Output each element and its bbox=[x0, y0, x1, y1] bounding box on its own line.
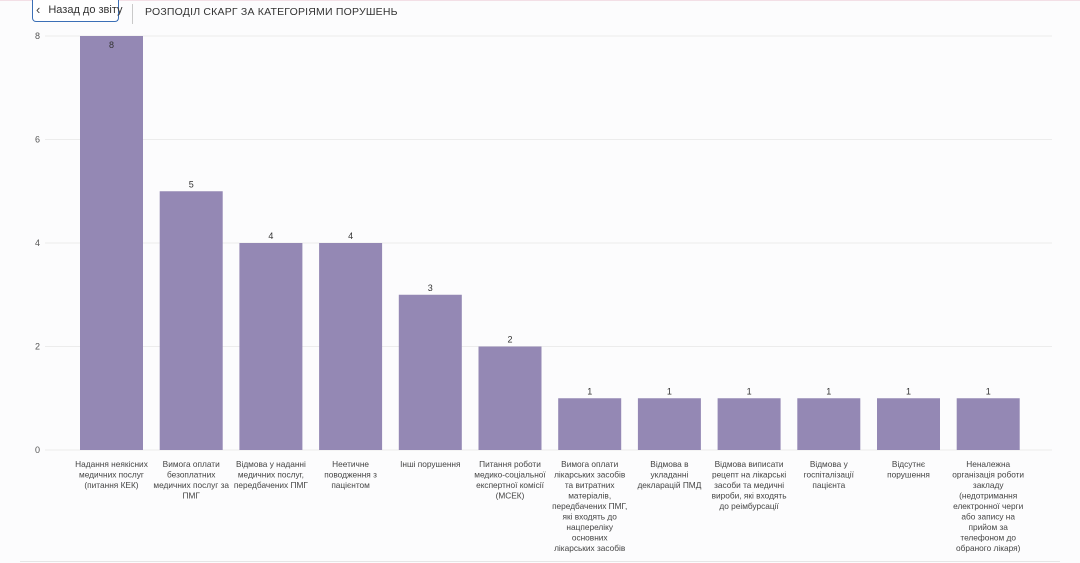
bar bbox=[717, 398, 781, 450]
y-tick-label: 2 bbox=[35, 342, 40, 352]
x-tick-label: Інші порушення bbox=[400, 459, 460, 469]
bar bbox=[239, 243, 303, 450]
x-tick-label: Неналежна організація роботи закладу (недот… bbox=[952, 459, 1024, 553]
x-tick-label: Вимога оплати безоплатних медичних послуг … bbox=[153, 459, 229, 501]
chevron-left-icon: ‹ bbox=[36, 2, 41, 17]
bar-value-label: 1 bbox=[986, 386, 991, 396]
bar bbox=[319, 243, 383, 450]
x-tick-label: Надання неякісних медичних послуг (питання… bbox=[75, 459, 149, 490]
y-tick-label: 8 bbox=[35, 31, 40, 41]
x-tick-label: Питання роботи медико-соціальної експертно… bbox=[474, 459, 546, 501]
bar-value-label: 1 bbox=[906, 386, 911, 396]
bar-value-label: 1 bbox=[826, 386, 831, 396]
bar-value-label: 1 bbox=[587, 386, 592, 396]
header-divider bbox=[132, 4, 133, 24]
bar bbox=[398, 294, 462, 450]
top-border bbox=[0, 0, 1080, 1]
x-tick-label: Вимога оплати лікарських засобів та витрат… bbox=[552, 459, 627, 553]
y-tick-label: 4 bbox=[35, 238, 40, 248]
bar bbox=[159, 191, 223, 450]
bar bbox=[797, 398, 861, 450]
bottom-divider bbox=[20, 561, 1060, 562]
bar bbox=[558, 398, 622, 450]
bar-value-label: 3 bbox=[428, 283, 433, 293]
back-button-label: Назад до звіту bbox=[48, 3, 123, 16]
bar bbox=[637, 398, 701, 450]
x-tick-label: Відмова у наданні медичних послуг, передба… bbox=[234, 459, 308, 490]
x-tick-label: Відсутнє порушення bbox=[887, 459, 930, 480]
bar-value-label: 2 bbox=[507, 335, 512, 345]
y-tick-label: 0 bbox=[35, 445, 40, 455]
x-tick-label: Відмова в укладанні декларацій ПМД bbox=[637, 459, 701, 490]
bar-value-label: 1 bbox=[747, 386, 752, 396]
bar bbox=[877, 398, 940, 450]
y-tick-label: 6 bbox=[35, 135, 40, 145]
bar-value-label: 4 bbox=[268, 231, 273, 241]
bar-value-label: 8 bbox=[109, 40, 114, 50]
back-to-report-button[interactable]: ‹ Назад до звіту bbox=[32, 0, 123, 22]
bar bbox=[80, 36, 143, 450]
bar-value-label: 5 bbox=[189, 179, 194, 189]
x-tick-label: Неетичне поводження з пацієнтом bbox=[324, 459, 377, 490]
bar bbox=[478, 346, 542, 450]
x-tick-label: Відмова виписати рецепт на лікарські засоб… bbox=[712, 459, 787, 511]
x-tick-label: Відмова у госпіталізації пацієнта bbox=[804, 459, 855, 490]
bar-value-label: 1 bbox=[667, 386, 672, 396]
bar bbox=[956, 398, 1020, 450]
page-title: РОЗПОДІЛ СКАРГ ЗА КАТЕГОРІЯМИ ПОРУШЕНЬ bbox=[145, 6, 398, 18]
bar-value-label: 4 bbox=[348, 231, 353, 241]
